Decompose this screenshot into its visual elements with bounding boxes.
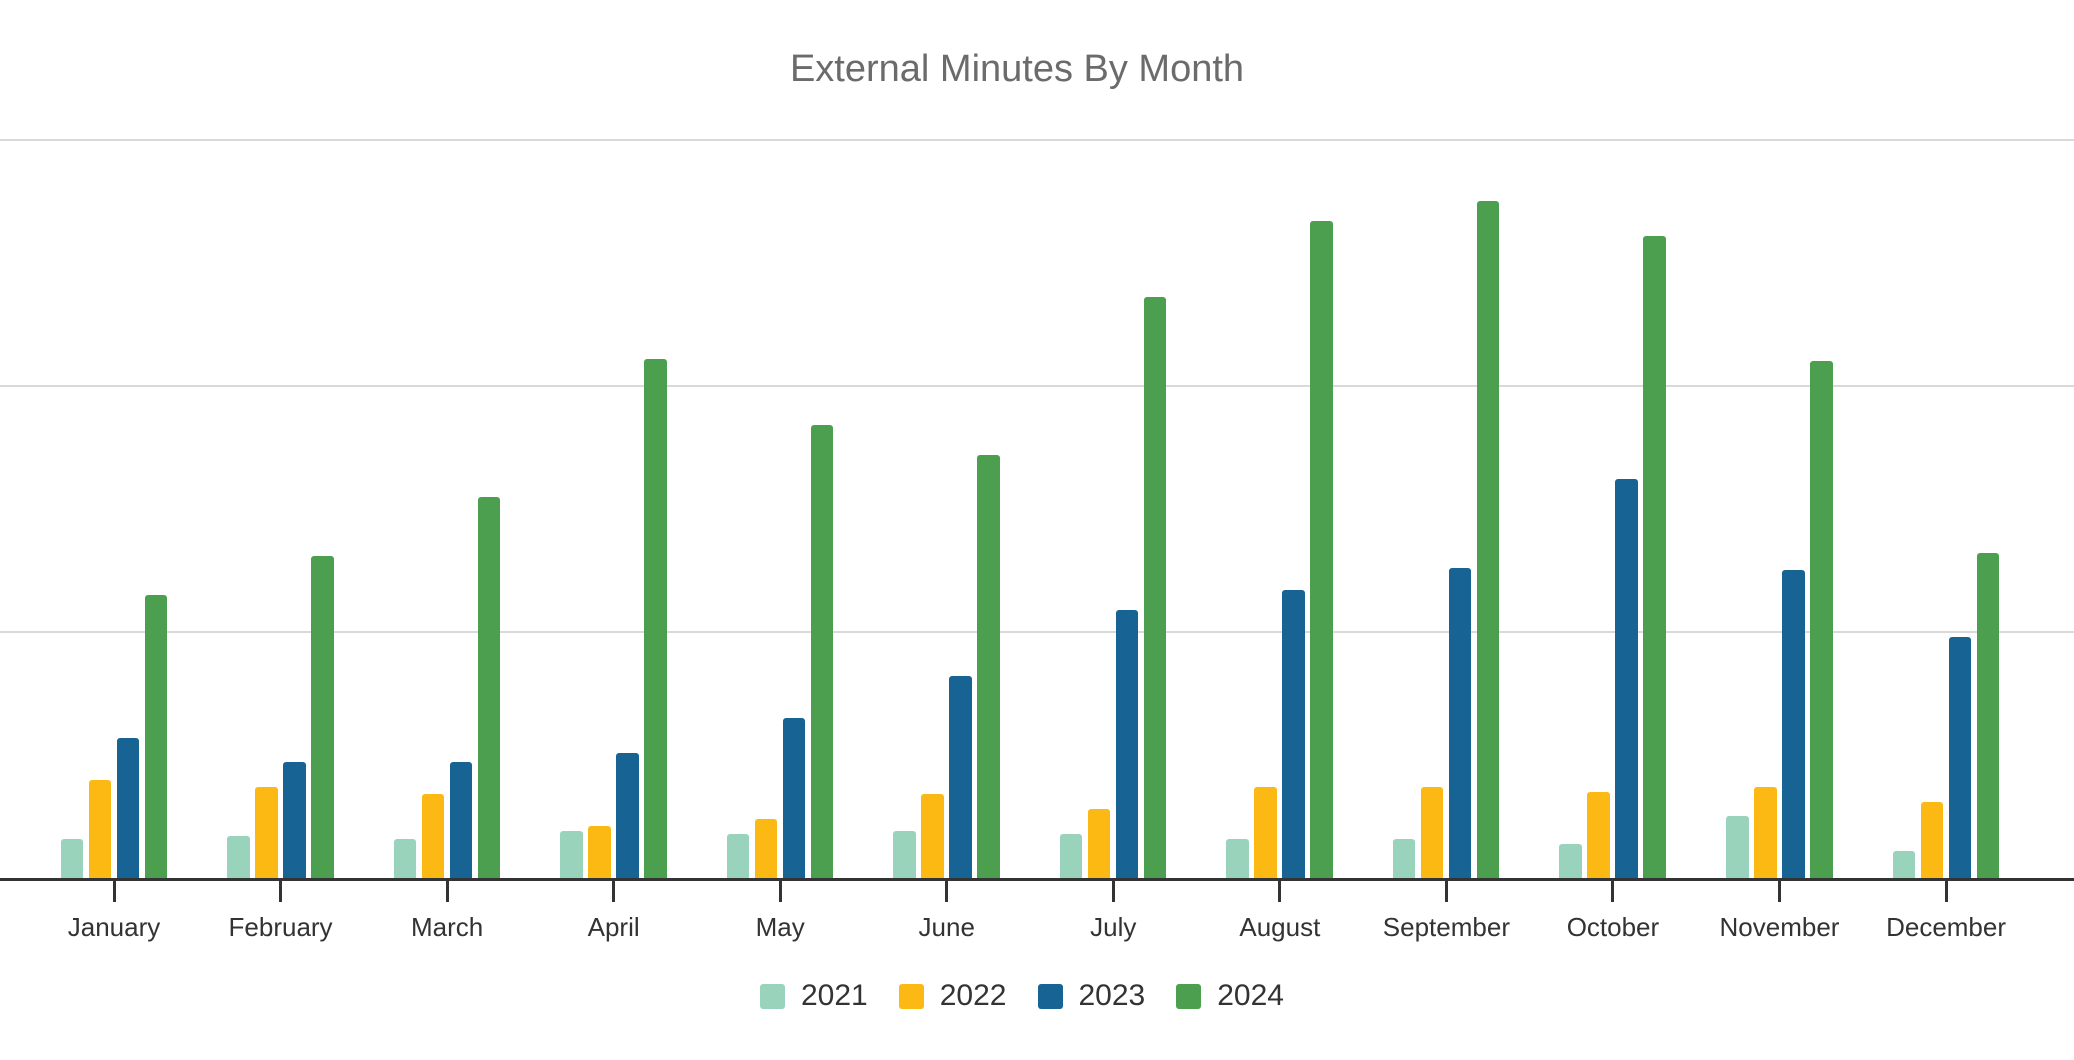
bar-2023-may[interactable]: [782, 718, 806, 878]
x-axis-tick-march: [445, 878, 449, 902]
bar-2021-may[interactable]: [726, 834, 750, 878]
x-axis-label-october: October: [1566, 912, 1660, 942]
legend-label-2024: 2024: [1217, 979, 1284, 1012]
x-axis-label-may: May: [755, 912, 805, 942]
bar-2021-january[interactable]: [60, 839, 83, 878]
legend-item-2024[interactable]: 2024: [1176, 981, 1284, 1011]
x-axis-tick-january: [112, 878, 116, 902]
x-axis-tick-april: [612, 878, 616, 902]
bar-2021-april[interactable]: [560, 831, 583, 878]
bar-2022-november[interactable]: [1754, 787, 1777, 878]
legend-label-2021: 2021: [801, 979, 868, 1012]
bar-2023-november[interactable]: [1782, 570, 1805, 878]
legend-swatch-2022: [898, 983, 924, 1009]
bar-2023-february[interactable]: [283, 762, 306, 878]
bar-2022-december[interactable]: [1920, 802, 1944, 878]
x-axis-label-september: September: [1382, 912, 1510, 942]
x-axis-label-august: August: [1239, 912, 1321, 942]
bar-2022-july[interactable]: [1087, 809, 1111, 878]
x-axis-tick-november: [1778, 878, 1781, 902]
bar-2023-october[interactable]: [1615, 479, 1638, 878]
bar-2024-april[interactable]: [644, 359, 667, 878]
bar-2022-february[interactable]: [255, 787, 278, 878]
bar-2022-august[interactable]: [1254, 787, 1277, 878]
legend-swatch-2024: [1176, 983, 1202, 1009]
bar-2024-november[interactable]: [1810, 361, 1833, 878]
legend-label-2022: 2022: [939, 979, 1007, 1012]
bar-2021-march[interactable]: [393, 839, 417, 878]
bar-2021-december[interactable]: [1892, 851, 1916, 878]
x-axis-label-july: July: [1090, 912, 1137, 942]
bar-2024-august[interactable]: [1310, 221, 1333, 878]
x-axis-label-april: April: [587, 912, 640, 942]
legend-item-2021[interactable]: 2021: [760, 981, 868, 1011]
x-axis-tick-august: [1278, 878, 1282, 902]
legend: 2021 2022 2023 2024: [760, 981, 1284, 1011]
legend-item-2022[interactable]: 2022: [898, 979, 1007, 1012]
x-axis-label-december: December: [1886, 912, 2007, 942]
bar-2023-august[interactable]: [1282, 590, 1305, 878]
x-axis-label-march: March: [410, 912, 484, 942]
bar-2021-july[interactable]: [1059, 834, 1083, 878]
bar-2024-may[interactable]: [810, 425, 834, 878]
x-axis-label-february: February: [228, 912, 333, 942]
x-axis-label-november: November: [1719, 912, 1840, 942]
bar-2022-september[interactable]: [1420, 787, 1444, 878]
bar-2022-march[interactable]: [421, 794, 445, 878]
x-axis-tick-may: [778, 878, 782, 902]
bar-2023-july[interactable]: [1115, 610, 1139, 878]
y-gridline-3: [0, 139, 2074, 141]
bar-2023-september[interactable]: [1448, 568, 1472, 878]
x-axis-tick-june: [945, 878, 949, 902]
bar-2022-april[interactable]: [588, 826, 611, 878]
bar-2023-april[interactable]: [616, 753, 639, 878]
legend-item-2023[interactable]: 2023: [1037, 979, 1146, 1012]
bar-2024-december[interactable]: [1976, 553, 2000, 878]
x-axis-tick-february: [279, 878, 283, 902]
x-axis-tick-september: [1444, 878, 1448, 902]
y-gridline-1: [0, 631, 2074, 633]
bar-2024-march[interactable]: [477, 497, 501, 878]
bar-2024-july[interactable]: [1143, 297, 1167, 878]
chart-title: External Minutes By Month: [789, 48, 1245, 90]
x-axis-tick-july: [1111, 878, 1115, 902]
bar-2023-march[interactable]: [449, 762, 473, 878]
x-axis-label-january: January: [67, 912, 161, 942]
x-axis-label-june: June: [918, 912, 975, 942]
bar-2022-may[interactable]: [754, 819, 778, 878]
bar-2024-september[interactable]: [1476, 201, 1500, 878]
bar-2023-june[interactable]: [949, 676, 972, 878]
bar-2021-september[interactable]: [1392, 839, 1416, 878]
bar-2023-december[interactable]: [1948, 637, 1972, 878]
bar-2022-january[interactable]: [88, 780, 111, 878]
bar-2021-june[interactable]: [893, 831, 916, 878]
x-axis-line: [0, 878, 2074, 881]
bar-2023-january[interactable]: [116, 738, 139, 878]
x-axis-tick-october: [1611, 878, 1615, 902]
bar-2021-october[interactable]: [1559, 844, 1582, 878]
y-gridline-2: [0, 385, 2074, 387]
bar-2022-june[interactable]: [921, 794, 944, 878]
bar-2022-october[interactable]: [1587, 792, 1610, 878]
bar-2021-november[interactable]: [1726, 816, 1749, 878]
legend-label-2023: 2023: [1078, 979, 1146, 1012]
bar-2024-january[interactable]: [144, 595, 167, 878]
bar-2024-february[interactable]: [311, 556, 334, 878]
legend-swatch-2021: [760, 983, 785, 1009]
bar-2021-august[interactable]: [1226, 839, 1249, 878]
legend-swatch-2023: [1037, 983, 1063, 1009]
bar-2024-june[interactable]: [977, 455, 1000, 878]
x-axis-tick-december: [1944, 878, 1948, 902]
bar-2021-february[interactable]: [227, 836, 250, 878]
bar-2024-october[interactable]: [1643, 236, 1666, 878]
